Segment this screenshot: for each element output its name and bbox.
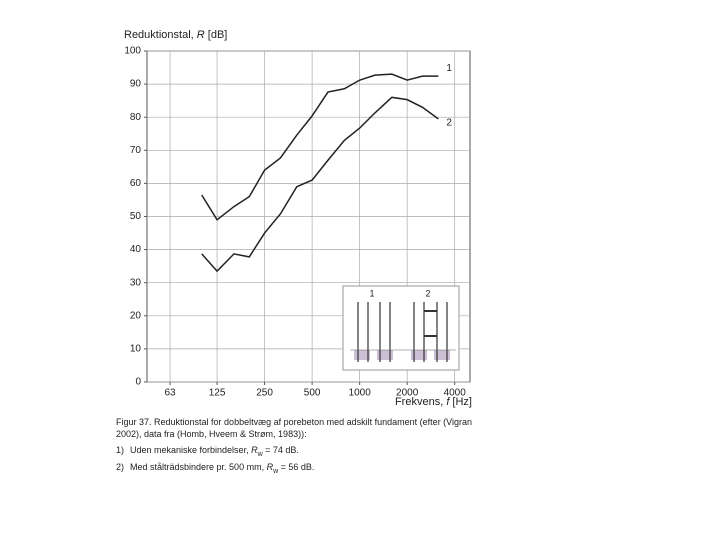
series-label: 2 [446,117,452,128]
y-tick-label: 40 [130,244,142,255]
caption-sub: w [273,467,279,475]
y-tick-label: 70 [130,145,142,156]
x-tick-label: 4000 [444,388,467,399]
y-tick-label: 50 [130,211,142,222]
x-tick-label: 1000 [349,388,372,399]
series-line [201,73,439,221]
walls [357,302,448,362]
series-label: 1 [446,63,452,74]
y-tick-label: 10 [130,344,142,355]
caption-list: 1) Uden mekaniske forbindelser, Rw = 74 d… [116,444,476,478]
y-tick-label: 100 [124,46,141,57]
y-tick-label: 0 [135,377,141,388]
x-label-symbol: f [446,396,450,408]
y-tick-label: 90 [130,79,142,90]
caption-rest: = 74 dB. [262,445,299,455]
chart: Reduktionstal, R [dB] Frekvens, f [Hz] 0… [124,29,472,408]
y-label-symbol: R [197,29,205,41]
y-label-text: Reduktionstal, [124,29,197,41]
inset-diagram: 1 2 [342,285,460,371]
caption-title: Figur 37. Reduktionstal for dobbeltvæg a… [116,417,473,439]
y-axis-label: Reduktionstal, R [dB] [124,29,227,41]
inset-label: 1 [369,288,374,298]
caption-item: 2) Med stålträdsbindere pr. 500 mm, Rw = … [116,461,476,478]
y-tick-label: 20 [130,310,142,321]
y-tick-label: 80 [130,112,142,123]
caption-rest: = 56 dB. [278,461,315,472]
caption-item: 1) Uden mekaniske forbindelser, Rw = 74 d… [116,444,476,461]
y-tick-label: 60 [130,178,142,189]
caption-marker: 2) [116,461,125,472]
x-tick-label: 125 [209,388,226,399]
y-tick-label: 30 [130,277,142,288]
foundation [354,350,370,360]
caption-symbol: R [251,445,258,455]
y-label-unit: [dB] [205,29,228,41]
x-tick-label: 63 [165,388,177,399]
foundation [434,350,450,360]
caption-marker: 1) [116,445,125,455]
x-label-unit: [Hz] [449,396,472,408]
caption-sub: w [257,450,263,458]
x-tick-label: 250 [256,388,273,399]
x-axis-label: Frekvens, f [Hz] [395,396,472,408]
series-line [201,96,439,273]
caption-symbol: R [266,461,274,472]
x-label-text: Frekvens, [395,396,446,408]
inset-label: 2 [425,288,430,298]
foundation [411,350,427,360]
caption-text: Uden mekaniske forbindelser, [130,445,252,455]
foundation [377,350,393,360]
x-tick-label: 500 [304,388,321,399]
caption-text: Med stålträdsbindere pr. 500 mm, [130,461,267,472]
x-tick-label: 2000 [396,388,419,399]
